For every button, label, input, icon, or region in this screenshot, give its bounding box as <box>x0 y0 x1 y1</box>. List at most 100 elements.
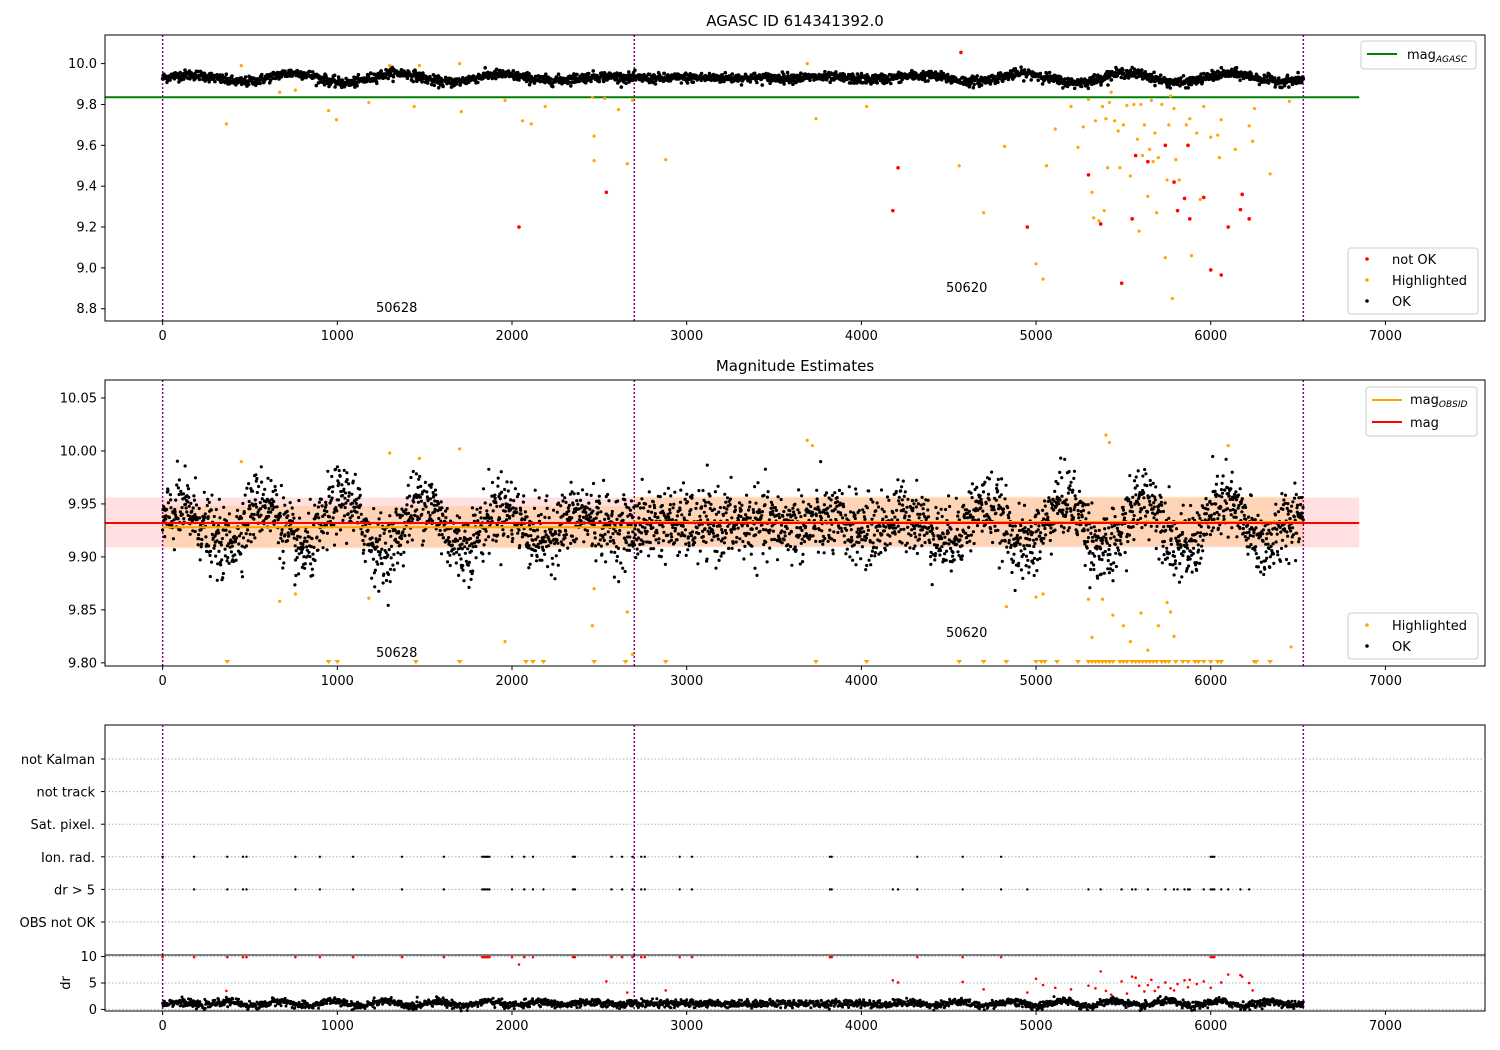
mag-legend-label: mag <box>1410 416 1439 431</box>
top-highlighted-point <box>1139 102 1143 107</box>
flags-category-label: not Kalman <box>21 753 95 768</box>
top-highlighted-point <box>1128 174 1132 178</box>
middle-y-tick-label: 9.85 <box>68 603 97 618</box>
middle-highlighted-point <box>625 610 629 614</box>
middle-highlighted-below-marker <box>1195 660 1202 664</box>
middle-highlighted-point <box>1139 611 1143 615</box>
top-highlighted-point <box>1076 145 1080 149</box>
top-highlighted-point <box>1106 166 1110 170</box>
middle-highlighted-point <box>1090 635 1094 640</box>
flag-marker <box>643 855 646 858</box>
top-not-ok-point <box>1130 217 1134 221</box>
top-highlighted-point <box>1118 166 1122 170</box>
top-not-ok-point <box>1086 173 1091 177</box>
top-highlighted-point <box>1097 219 1101 223</box>
flag-marker <box>161 855 164 858</box>
middle-highlighted-point <box>1226 444 1230 448</box>
dr-panel: 0 1000 2000 3000 4000 5000 6000 7000 0 5 10 dr <box>59 950 1486 1034</box>
flag-marker <box>481 855 484 858</box>
middle-highlighted-point <box>239 459 243 464</box>
top-highlighted-point <box>1233 147 1237 151</box>
dr-not-ok-point <box>531 955 535 959</box>
flag-marker <box>916 855 919 858</box>
top-x-tick-label: 6000 <box>1194 329 1227 344</box>
dr-not-ok-point <box>1186 985 1190 989</box>
dr-not-ok-point <box>1150 978 1153 982</box>
middle-highlighted-below-marker <box>1054 660 1061 664</box>
middle-y-tick-label: 10.05 <box>60 392 97 407</box>
dr-not-ok-point <box>1239 973 1242 977</box>
top-highlighted-point <box>1113 119 1117 123</box>
top-highlighted-point <box>1188 117 1192 121</box>
top-highlighted-point <box>459 110 463 114</box>
middle-highlighted-point <box>592 587 596 591</box>
middle-annotation-50620: 50620 <box>946 626 987 641</box>
middle-highlighted-point <box>293 592 298 596</box>
dr-not-ok-point <box>1134 976 1137 980</box>
top-highlighted-point <box>293 88 298 92</box>
middle-highlighted-below-marker <box>1041 660 1048 664</box>
flag-marker <box>1120 888 1123 891</box>
middle-highlighted-point <box>1004 605 1008 609</box>
flag-marker <box>161 888 164 891</box>
flags-category-label: Ion. rad. <box>41 851 95 866</box>
top-highlighted-point <box>630 98 635 102</box>
top-highlighted-point <box>1160 102 1164 107</box>
dr-not-ok-point <box>225 955 229 959</box>
middle-highlighted-below-marker <box>529 660 536 664</box>
flag-marker <box>226 855 229 858</box>
flag-marker <box>640 888 643 891</box>
middle-highlighted-below-marker <box>812 660 819 664</box>
top-highlighted-point <box>1149 98 1153 102</box>
flag-marker <box>523 888 526 891</box>
flag-marker <box>1239 888 1242 891</box>
middle-highlighted-point <box>590 624 594 628</box>
top-highlighted-point <box>1198 197 1202 202</box>
top-not-ok-point <box>604 190 609 195</box>
top-highlighted-point <box>1202 104 1206 109</box>
top-legend-lower: not OK Highlighted OK <box>1347 247 1479 315</box>
dr-not-ok-point <box>1209 986 1213 990</box>
top-highlighted-point <box>458 62 462 66</box>
top-highlighted-point <box>1125 103 1129 108</box>
top-highlighted-point <box>1287 99 1291 103</box>
top-highlighted-point <box>224 122 229 126</box>
top-highlighted-point <box>388 64 392 68</box>
flag-marker <box>523 855 526 858</box>
top-highlighted-point <box>1189 254 1194 258</box>
top-not-ok-point <box>959 50 963 55</box>
not-ok-legend-label: not OK <box>1392 253 1437 268</box>
middle-highlighted-point <box>1111 613 1115 617</box>
top-highlighted-point <box>326 108 331 113</box>
flag-marker <box>488 855 491 858</box>
top-highlighted-point <box>625 162 629 166</box>
dr-not-ok-point <box>605 980 608 983</box>
flag-marker <box>916 888 919 891</box>
dr-not-ok-point <box>192 955 196 959</box>
dr-not-ok-point <box>241 955 245 959</box>
flag-marker <box>192 855 196 858</box>
flags-category-label: dr > 5 <box>54 883 95 898</box>
top-highlighted-point <box>616 107 621 112</box>
middle-x-tick-label: 3000 <box>670 674 703 689</box>
middle-y-tick-label: 9.90 <box>68 550 97 565</box>
top-highlighted-point <box>982 211 986 215</box>
middle-highlighted-legend-label: Highlighted <box>1392 619 1467 634</box>
flag-marker <box>1209 888 1212 891</box>
top-not-ok-point <box>1219 273 1224 277</box>
dr-not-ok-point <box>982 988 985 991</box>
top-highlighted-point <box>1156 155 1160 160</box>
dr-not-ok-point <box>1087 984 1090 987</box>
flag-marker <box>678 888 681 891</box>
top-highlighted-point <box>957 164 961 168</box>
dr-not-ok-point <box>1164 981 1167 984</box>
flags-category-label: Sat. pixel. <box>31 818 95 833</box>
dr-x-tick-label: 5000 <box>1020 1019 1053 1034</box>
top-highlighted-point <box>1135 137 1139 141</box>
middle-highlighted-below-marker <box>1267 660 1274 664</box>
dr-not-ok-point <box>664 989 668 992</box>
top-x-tick-label: 4000 <box>845 329 878 344</box>
top-panel: AGASC ID 614341392.0 0 1000 2000 3000 4000 50… <box>68 12 1486 344</box>
top-panel-title: AGASC ID 614341392.0 <box>706 12 884 30</box>
